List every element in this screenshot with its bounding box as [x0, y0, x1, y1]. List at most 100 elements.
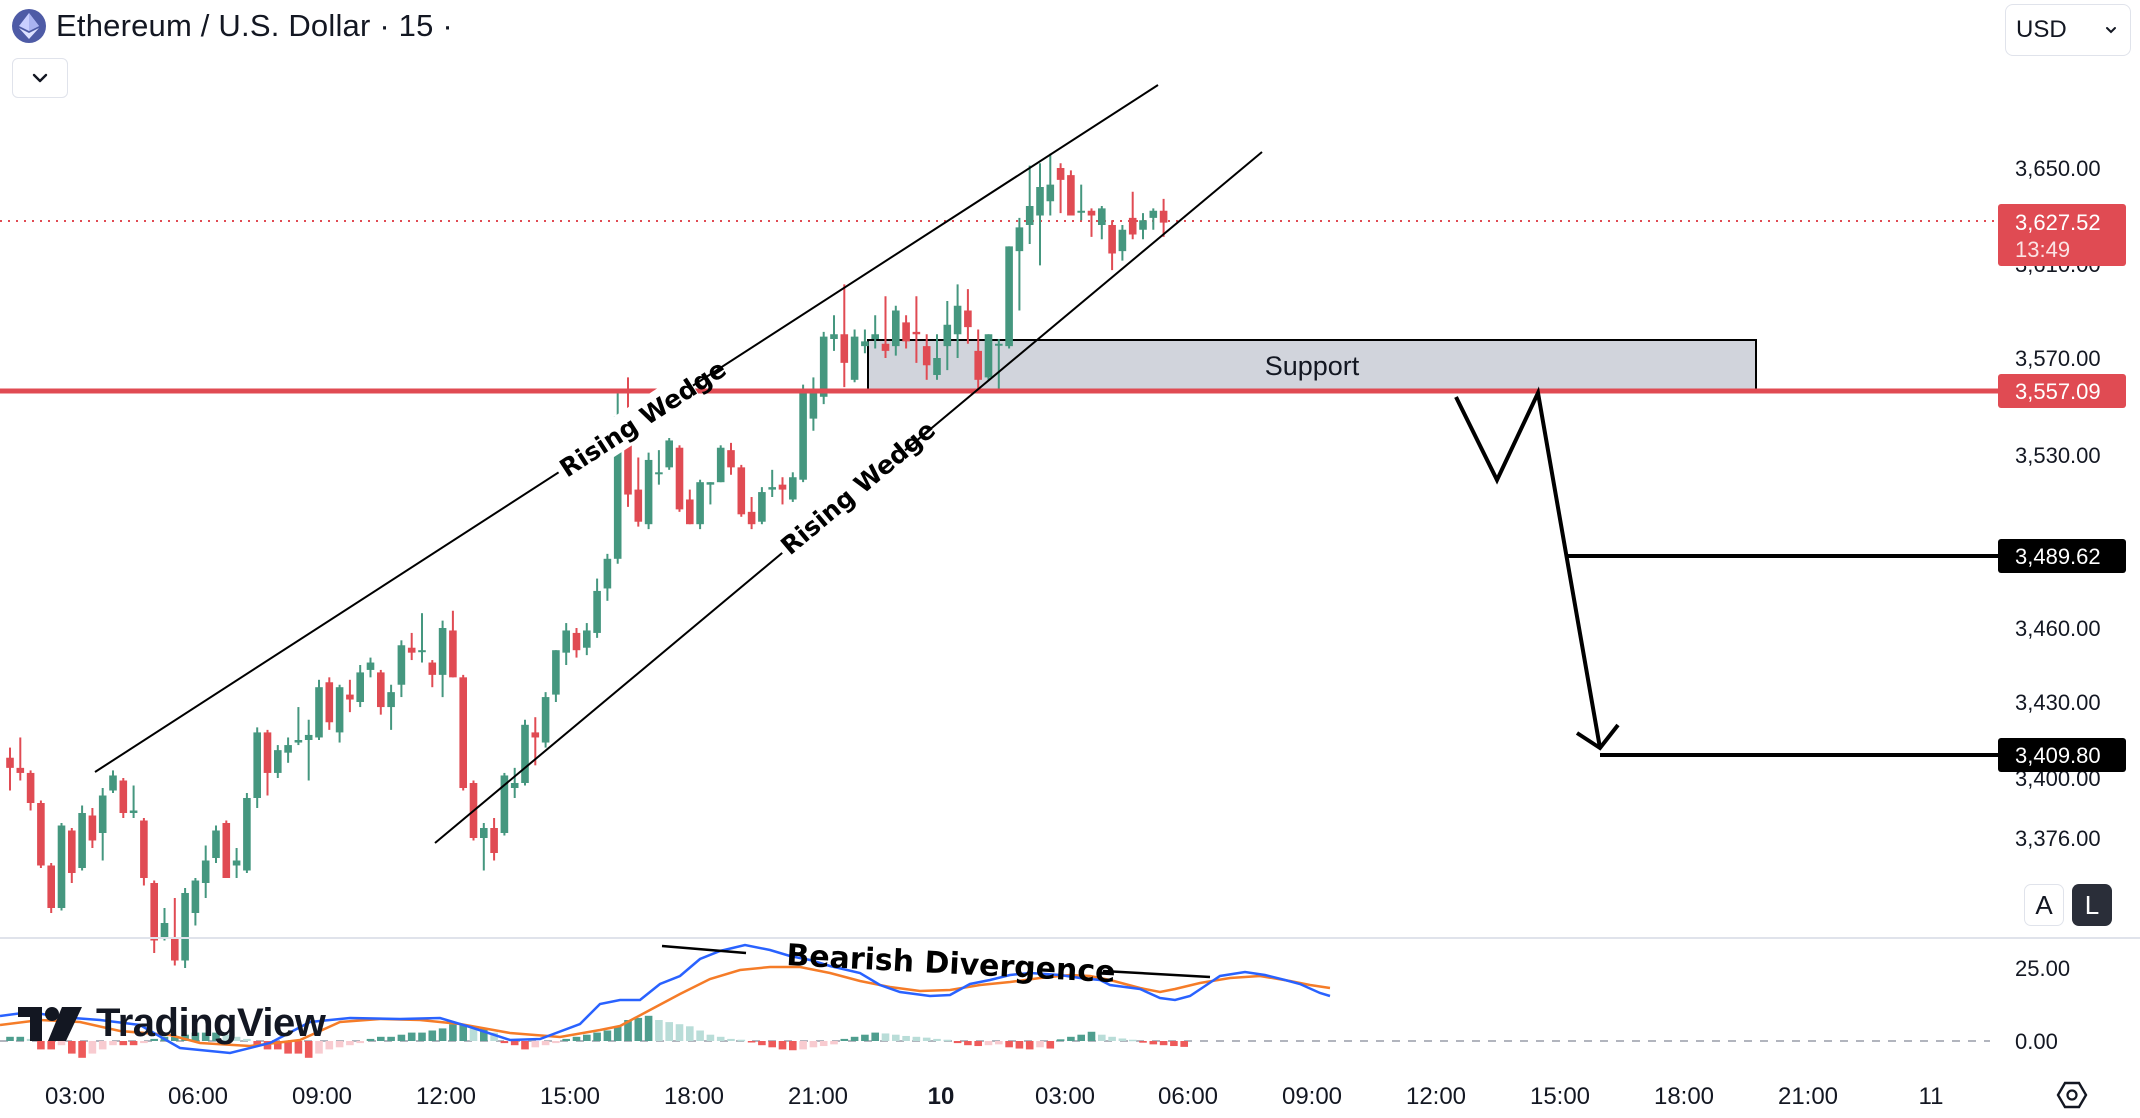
- target-1-price-value: 3,489.62: [2015, 544, 2101, 569]
- candle: [78, 805, 86, 871]
- macd-line: [0, 943, 1331, 1055]
- chevron-down-icon: [2106, 27, 2116, 34]
- price-axis[interactable]: 3,650.00 3,570.00 3,530.00 3,460.00 3,430.00…: [2015, 156, 2101, 851]
- candle: [593, 578, 601, 638]
- price-tick: 3,650.00: [2015, 156, 2101, 181]
- candle: [603, 553, 612, 601]
- price-tick: 3,430.00: [2015, 690, 2101, 715]
- time-tick: 18:00: [1654, 1083, 1714, 1110]
- candle: [191, 878, 200, 926]
- candle: [1108, 220, 1116, 271]
- divergence-line-right[interactable]: [1102, 969, 1211, 979]
- candle: [243, 793, 251, 873]
- candle: [6, 747, 14, 791]
- candle: [397, 640, 406, 698]
- candle: [964, 289, 972, 344]
- time-axis[interactable]: 03:00 06:00 09:00 12:00 15:00 18:00 21:00 10 03:…: [45, 1083, 1943, 1110]
- upper-wedge-label: Rising Wedge: [554, 354, 731, 483]
- time-tick: 18:00: [664, 1083, 724, 1110]
- candle: [47, 863, 55, 913]
- candle: [943, 301, 952, 371]
- candle: [933, 334, 941, 380]
- time-tick: 12:00: [416, 1083, 476, 1110]
- candle: [438, 620, 447, 698]
- candle: [459, 674, 467, 791]
- candle: [1077, 184, 1085, 221]
- candle: [902, 315, 910, 349]
- candle: [129, 785, 138, 818]
- candle: [861, 329, 869, 354]
- candle: [562, 623, 570, 665]
- candle: [778, 477, 787, 505]
- currency-select[interactable]: USD: [2005, 4, 2131, 56]
- candle: [1025, 165, 1034, 244]
- candle: [1098, 206, 1106, 240]
- price-tick: 3,460.00: [2015, 616, 2101, 641]
- candle: [1087, 208, 1096, 237]
- candle: [552, 650, 560, 702]
- candle: [253, 727, 261, 808]
- candle: [974, 329, 982, 390]
- time-tick: 21:00: [788, 1083, 848, 1110]
- collapse-legend-button[interactable]: [12, 58, 68, 98]
- candle: [418, 613, 426, 663]
- candle: [737, 464, 746, 517]
- candle: [644, 452, 653, 530]
- candle: [809, 377, 818, 431]
- auto-scale-button[interactable]: A: [2024, 884, 2064, 926]
- time-tick: 06:00: [1158, 1083, 1218, 1110]
- candle: [304, 719, 313, 781]
- log-scale-button[interactable]: L: [2072, 884, 2112, 926]
- candle: [686, 489, 694, 525]
- candle: [449, 610, 457, 678]
- macd-signal-line: [0, 965, 1331, 1048]
- candle: [181, 888, 189, 968]
- candle: [510, 767, 519, 798]
- support-zone[interactable]: [867, 339, 1757, 393]
- candle: [274, 745, 282, 778]
- candle: [88, 808, 97, 848]
- symbol-header[interactable]: Ethereum / U.S. Dollar · 15 ·: [12, 8, 453, 44]
- candle: [160, 908, 169, 941]
- candle: [871, 315, 879, 349]
- upper-wedge-label-group: Rising Wedge: [549, 354, 731, 487]
- candle: [263, 729, 272, 796]
- projection-path[interactable]: [1454, 386, 1602, 749]
- candle: [984, 334, 993, 380]
- support-label: Support: [1265, 351, 1360, 381]
- divergence-line-left[interactable]: [661, 944, 747, 955]
- currency-value: USD: [2016, 16, 2067, 43]
- candle: [850, 329, 859, 383]
- gear-hexagon-icon[interactable]: [2056, 1081, 2088, 1109]
- candle: [490, 818, 498, 861]
- chevron-down-icon: [32, 73, 48, 83]
- candle: [284, 737, 292, 763]
- candle: [1015, 217, 1024, 311]
- bar-countdown: 13:49: [2015, 237, 2070, 262]
- candle: [572, 628, 581, 658]
- candle: [665, 438, 673, 470]
- candle: [407, 632, 416, 661]
- tradingview-logo[interactable]: TradingView: [18, 1001, 326, 1046]
- candle: [789, 472, 797, 502]
- candle: [830, 315, 838, 351]
- macd-tick: 25.00: [2015, 956, 2070, 981]
- candle: [747, 497, 756, 530]
- candle: [1139, 213, 1147, 240]
- tradingview-logo-icon: [18, 1006, 82, 1041]
- candle: [57, 823, 66, 911]
- candle: [1046, 153, 1055, 216]
- candle: [634, 457, 643, 527]
- last-price-tag: 3,627.52 13:49: [1998, 204, 2126, 266]
- candle: [716, 445, 725, 483]
- macd-axis[interactable]: 25.00 0.00: [2015, 956, 2070, 1054]
- candle: [1005, 246, 1013, 349]
- candle: [212, 825, 220, 863]
- candle: [37, 800, 45, 868]
- candle: [1118, 225, 1127, 261]
- candle: [1128, 191, 1137, 240]
- candle: [655, 450, 663, 485]
- candle: [26, 770, 35, 811]
- candle: [541, 692, 550, 748]
